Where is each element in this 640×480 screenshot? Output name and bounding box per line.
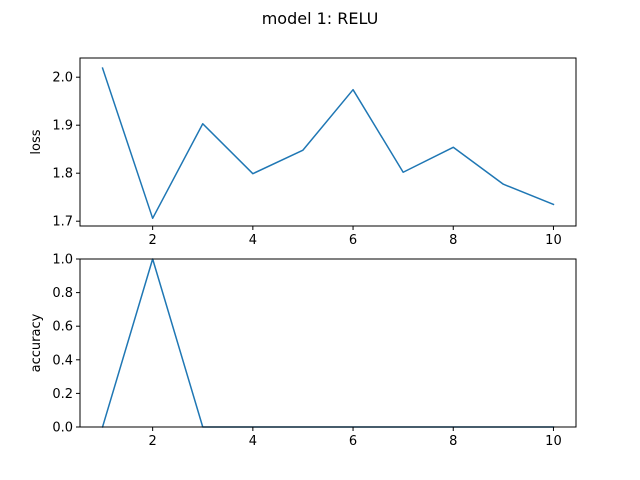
accuracy-x-tick-label: 2	[149, 434, 157, 449]
accuracy-x-tick-label: 8	[449, 434, 457, 449]
loss-y-tick-label: 1.7	[52, 215, 73, 230]
accuracy-y-tick-label: 0.8	[52, 286, 73, 301]
loss-x-tick-label: 4	[249, 233, 257, 248]
accuracy-x-tick-label: 10	[545, 434, 562, 449]
accuracy-x-tick-label: 6	[349, 434, 357, 449]
loss-x-tick-label: 8	[449, 233, 457, 248]
accuracy-y-tick-label: 1.0	[52, 253, 73, 268]
loss-series-line-0	[101, 67, 555, 220]
loss-x-tick-label: 6	[349, 233, 357, 248]
loss-y-axis-label: loss	[29, 129, 44, 154]
accuracy-y-tick-label: 0.0	[52, 421, 73, 436]
loss-axes: 2 4 6 8 10 1.7 1.8 1.9 2.0 loss	[29, 57, 577, 248]
accuracy-y-tick-label: 0.2	[52, 387, 73, 402]
loss-x-tick-label: 2	[149, 233, 157, 248]
loss-y-tick-label: 2.0	[52, 71, 73, 86]
accuracy-axes: 2 4 6 8 10 0.0 0.2 0.4 0.6 0.8 1.0 accuracy	[29, 253, 577, 449]
loss-axes-frame	[79, 57, 577, 227]
accuracy-y-axis-label: accuracy	[29, 313, 44, 372]
accuracy-axes-frame	[79, 258, 577, 428]
loss-y-tick-label: 1.8	[52, 167, 73, 182]
accuracy-x-tick-label: 4	[249, 434, 257, 449]
loss-y-tick-label: 1.9	[52, 119, 73, 134]
loss-x-tick-label: 10	[545, 233, 562, 248]
accuracy-y-tick-label: 0.4	[52, 353, 73, 368]
figure-title: model 1: RELU	[262, 9, 379, 28]
accuracy-y-tick-label: 0.6	[52, 320, 73, 335]
